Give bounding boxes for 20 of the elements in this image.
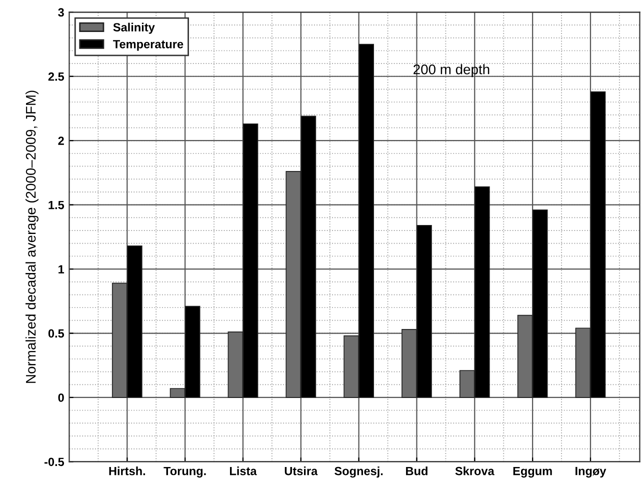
x-tick-label: Lista	[230, 466, 257, 476]
y-tick-label: 2.5	[48, 72, 64, 81]
y-tick-label: 2	[58, 136, 64, 145]
y-tick-label: 0	[58, 394, 64, 402]
y-tick-label: 1.5	[48, 200, 64, 210]
legend-label: Salinity	[113, 22, 155, 34]
x-tick-label: Torung.	[164, 466, 206, 478]
x-tick-label: Utsira	[284, 466, 318, 476]
y-tick-label: -0.5	[44, 458, 64, 466]
y-tick-label: 1	[58, 265, 64, 274]
x-tick-label: Skrova	[455, 466, 494, 476]
y-tick-label: 0.5	[48, 329, 64, 338]
x-tick-label: Sognesj.	[334, 466, 383, 478]
x-tick-label: Bud	[406, 466, 428, 476]
x-tick-label: Eggum	[513, 466, 552, 478]
x-tick-label: Ingøy	[576, 466, 606, 478]
y-axis-title: Normalized decadal average (2000–2009, JFM)	[26, 90, 38, 383]
legend-label: Temperature	[113, 40, 184, 51]
x-tick-label: Hirtsh.	[109, 466, 146, 476]
y-tick-label: 3	[58, 8, 64, 17]
